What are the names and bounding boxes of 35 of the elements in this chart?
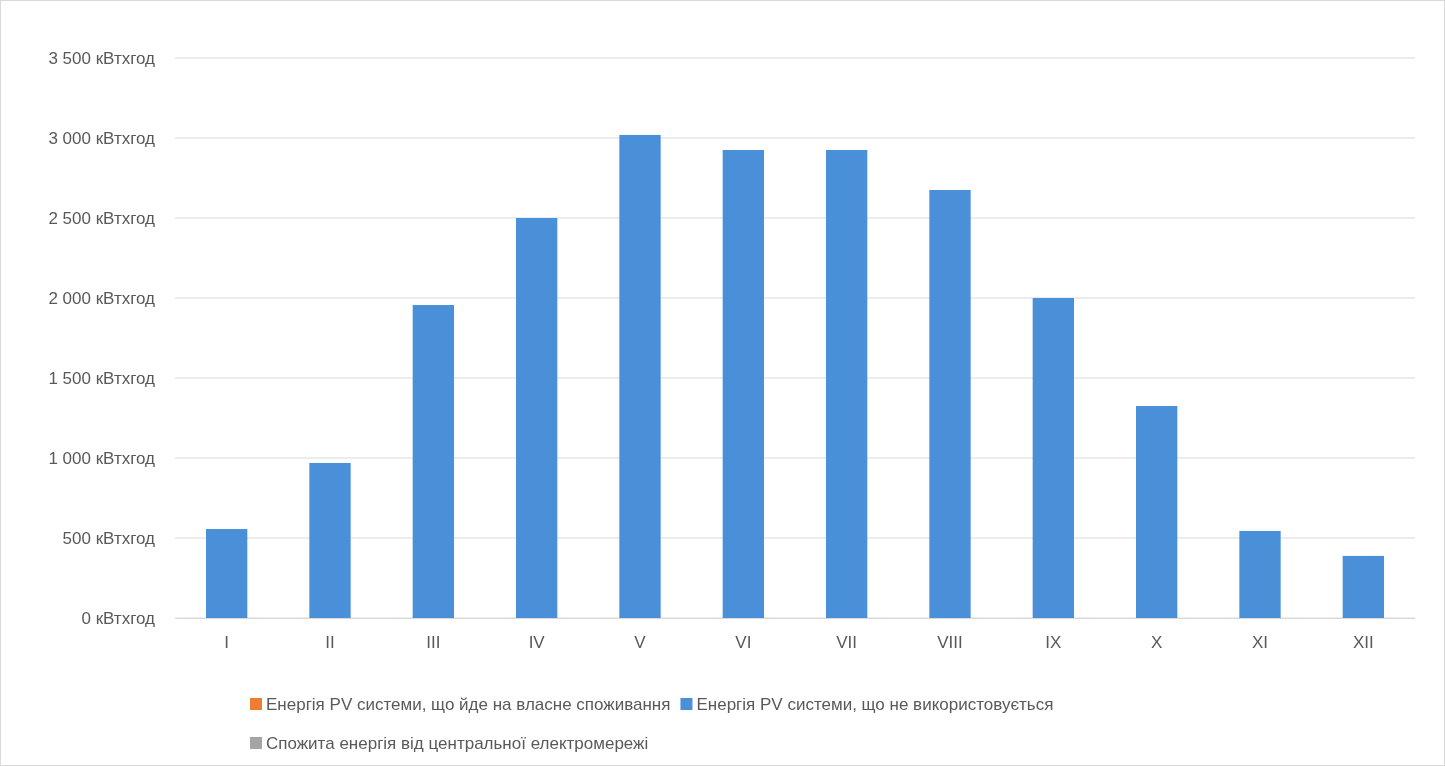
legend-label: Енергія PV системи, що не використовується (696, 694, 1054, 714)
bar (929, 190, 971, 618)
y-tick-label: 3 000 кВтхгод (48, 128, 156, 148)
bar (1342, 555, 1384, 618)
x-tick-label: II (325, 633, 335, 653)
y-tick-label: 0 кВтхгод (81, 608, 156, 628)
bar (412, 305, 454, 618)
x-tick-label: IX (1045, 633, 1062, 653)
x-tick-label: V (634, 633, 647, 653)
y-tick-label: 3 500 кВтхгод (48, 48, 156, 68)
x-tick-label: VIII (937, 633, 963, 653)
y-tick-label: 2 500 кВтхгод (48, 208, 156, 228)
x-tick-label: VII (836, 633, 858, 653)
bar (206, 529, 248, 618)
bar (1136, 406, 1178, 618)
x-tick-label: IV (528, 633, 546, 653)
y-tick-label: 1 000 кВтхгод (48, 448, 156, 468)
x-tick-label: XI (1251, 633, 1269, 653)
y-tick-label: 2 000 кВтхгод (48, 288, 156, 308)
bar (826, 150, 868, 618)
bar (1032, 298, 1074, 618)
bar (309, 462, 351, 618)
y-tick-label: 1 500 кВтхгод (48, 368, 156, 388)
bar (1239, 530, 1281, 618)
legend-label: Спожита енергія від центральної електромережі (266, 733, 649, 753)
x-tick-label: X (1150, 633, 1163, 653)
x-tick-label: XII (1352, 633, 1374, 653)
bar (619, 134, 661, 618)
bar (516, 218, 558, 618)
x-tick-label: III (426, 633, 441, 653)
y-tick-label: 500 кВтхгод (62, 528, 156, 548)
bar (722, 150, 764, 618)
x-tick-label: VI (735, 633, 752, 653)
x-tick-label: I (224, 633, 230, 653)
legend-label: Енергія PV системи, що йде на власне споживання (266, 694, 671, 714)
